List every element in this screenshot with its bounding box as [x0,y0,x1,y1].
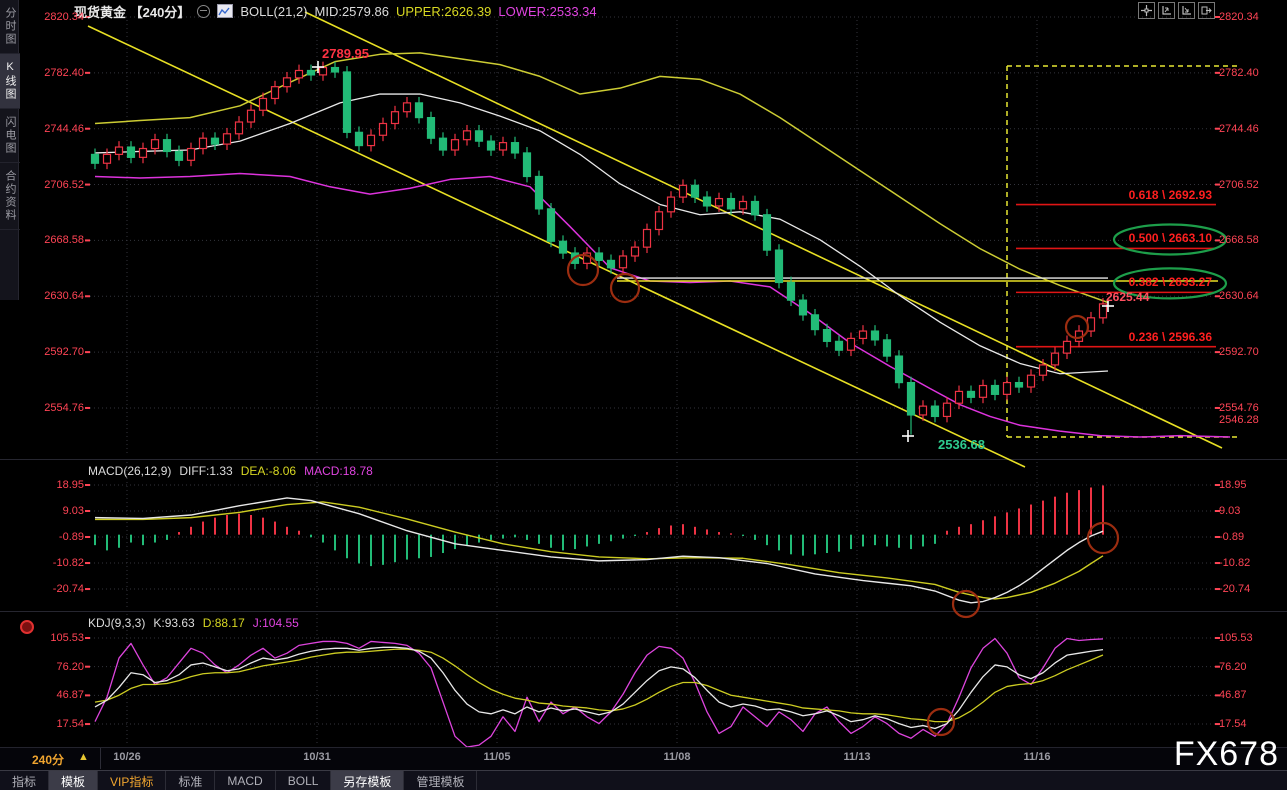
kdj-d: D:88.17 [202,616,245,630]
date-axis-row [0,747,1287,771]
bottom-tab-2[interactable]: 模板 [49,771,99,790]
axis-label: 105.53 [1219,632,1253,644]
bottom-tab-4[interactable]: 标准 [166,771,216,790]
axis-label: -0.89 [1219,531,1245,543]
axis-scale-right-icon[interactable] [1178,2,1195,19]
bottom-tab-1[interactable]: 指标 [0,771,50,790]
date-axis-label: 11/05 [483,751,511,763]
axis-label: -10.82 [1219,557,1251,570]
macd-diff: DIFF:1.33 [179,464,233,478]
axis-label: 76.20 [1219,660,1247,673]
sidebar-tabs: 分时图 K线图 闪电图 合约资料 [0,0,20,230]
sidebar-tab-4[interactable]: 合约资料 [0,163,20,230]
axis-label: 2592.70 [1219,346,1259,359]
fib-level-label: 0.236 \ 2596.36 [1128,329,1212,344]
fib-level-label: 0.382 \ 2633.27 [1128,275,1212,290]
axis-label: 2782.40 [44,66,84,79]
kdj-name: KDJ(9,3,3) [88,616,146,630]
date-axis-label: 10/26 [113,751,141,763]
axis-label: 17.54 [1219,718,1247,731]
axis-label: 2706.52 [1219,178,1259,191]
boll-mid: MID:2579.86 [314,3,389,19]
boll-name: BOLL(21,2) [240,3,308,19]
axis-label: 46.87 [1219,689,1247,702]
date-axis-label: 11/08 [663,751,691,763]
sidebar-tab-1[interactable]: 分时图 [0,0,20,54]
axis-label: 9.03 [1219,504,1241,517]
axis-label: 2630.64 [44,290,84,303]
axis-label: 2820.34 [1219,11,1259,23]
axis-label: 2554.76 [44,401,84,414]
page-title: 现货黄金 【240分】 [74,4,191,20]
sidebar-tab-2[interactable]: K线图 [0,54,20,109]
bottom-tab-7[interactable]: 另存模板 [331,771,405,790]
timeframe-selector[interactable]: 240分 [32,753,65,767]
kdj-k: K:93.63 [153,616,195,630]
kdj-j: J:104.55 [252,616,299,630]
macd-value: MACD:18.78 [304,464,373,478]
date-axis-label: 11/13 [843,751,871,763]
axis-label: 2706.52 [44,178,84,191]
fib-level-label: 0.500 \ 2663.10 [1128,231,1212,246]
axis-label: 17.54 [56,718,84,731]
axis-label: 2554.76 [1219,401,1259,414]
brand-watermark: FX678 [1173,735,1279,773]
axis-label: 46.87 [56,689,84,702]
axis-label: 2592.70 [44,346,84,359]
bottom-tab-8[interactable]: 管理模板 [404,771,478,790]
axis-label: 18.95 [56,478,84,491]
axis-label: 2668.58 [44,234,84,247]
chart-type-icon[interactable] [217,4,234,18]
axis-label: -0.89 [58,531,84,543]
bottom-tab-bar: 指标 模板 VIP指标 标准 MACD BOLL 另存模板 管理模板 [0,770,1287,790]
axis-label: 2546.28 [1219,414,1259,427]
collapse-icon[interactable] [197,4,211,18]
date-axis-label: 10/31 [303,751,331,763]
sidebar-tab-3[interactable]: 闪电图 [0,109,20,163]
axis-label: -10.82 [52,557,84,570]
boll-upper: UPPER:2626.39 [395,3,492,19]
bottom-tab-6[interactable]: BOLL [276,771,332,790]
export-icon[interactable] [1198,2,1215,19]
macd-name: MACD(26,12,9) [88,464,172,478]
macd-legend: MACD(26,12,9) DIFF:1.33 DEA:-8.06 MACD:1… [88,464,373,478]
axis-label: 2782.40 [1219,66,1259,79]
bottom-tab-5[interactable]: MACD [215,771,276,790]
timeframe-arrow-icon[interactable]: ▲ [78,751,89,763]
axis-label: 18.95 [1219,478,1247,491]
kdj-legend: KDJ(9,3,3) K:93.63 D:88.17 J:104.55 [88,616,299,630]
axis-scale-left-icon[interactable] [1158,2,1175,19]
chart-legend: 现货黄金 【240分】 BOLL(21,2) MID:2579.86 UPPER… [74,3,597,20]
last-price-label: 2625.44 [1106,290,1150,304]
axis-label: 2744.46 [1219,122,1259,135]
date-axis-label: 11/16 [1023,751,1051,763]
macd-dea: DEA:-8.06 [240,464,297,478]
indicator-settings-icon[interactable] [20,620,34,634]
axis-label: -20.74 [1219,583,1251,596]
sidebar: 分时图 K线图 闪电图 合约资料 [0,0,20,300]
crosshair-icon[interactable] [1138,2,1155,19]
swing-high-label: 2789.95 [322,46,369,61]
axis-label: 76.20 [56,660,84,673]
axis-label: 9.03 [62,504,84,517]
boll-lower: LOWER:2533.34 [498,3,597,19]
axis-label: 2630.64 [1219,290,1259,303]
fib-level-label: 0.618 \ 2692.93 [1128,187,1212,202]
axis-label: 2744.46 [44,122,84,135]
axis-label: -20.74 [52,583,84,596]
axis-label: 2820.34 [44,11,84,23]
axis-label: 105.53 [50,632,84,644]
divider [100,748,101,769]
chart-toolbar [1138,2,1215,19]
swing-low-label: 2536.68 [938,437,985,452]
axis-label: 2668.58 [1219,234,1259,247]
bottom-tab-3[interactable]: VIP指标 [98,771,167,790]
